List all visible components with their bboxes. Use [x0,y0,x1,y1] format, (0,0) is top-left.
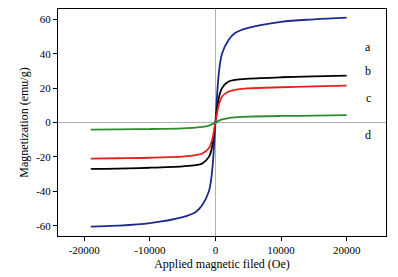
svg-text:20000: 20000 [333,244,361,256]
svg-text:0: 0 [45,116,51,128]
svg-text:a: a [365,40,371,54]
svg-text:0: 0 [213,244,219,256]
svg-text:40: 40 [40,48,52,60]
svg-text:60: 60 [40,13,52,25]
svg-text:-10000: -10000 [134,244,166,256]
svg-text:c: c [366,91,371,105]
svg-text:Applied magnetic filed (Oe): Applied magnetic filed (Oe) [154,257,290,271]
svg-text:d: d [365,128,371,142]
svg-text:b: b [365,64,371,78]
svg-text:-60: -60 [36,220,51,232]
svg-text:10000: 10000 [267,244,295,256]
svg-text:20: 20 [40,82,52,94]
svg-text:-20: -20 [36,151,51,163]
svg-text:-20000: -20000 [69,244,101,256]
svg-text:-40: -40 [36,185,51,197]
svg-text:Magnetization (emu/g): Magnetization (emu/g) [17,67,31,177]
